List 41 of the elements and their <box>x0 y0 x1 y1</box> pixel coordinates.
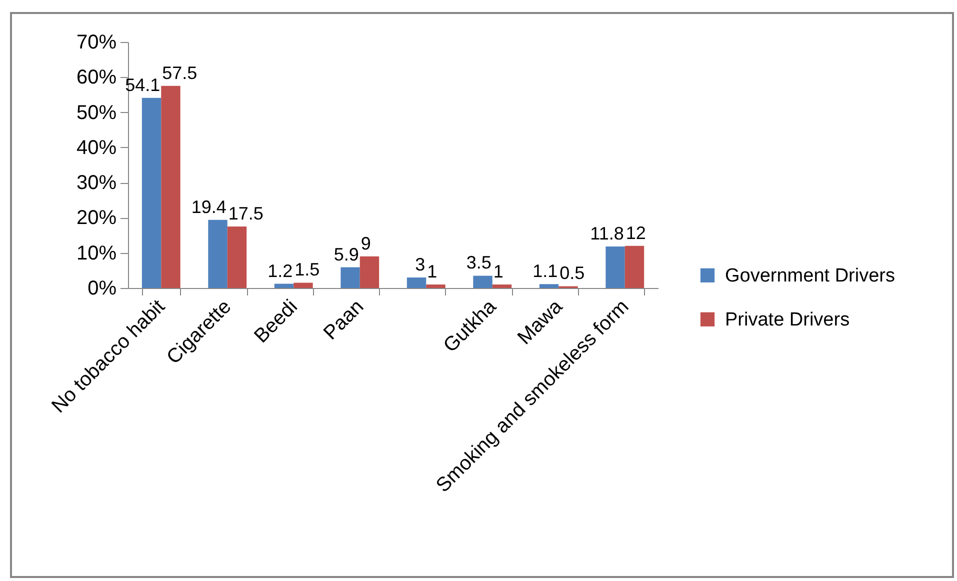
data-label: 11.8 <box>590 224 624 244</box>
y-tick-label: 50% <box>76 102 117 124</box>
bar <box>624 246 644 288</box>
data-label: 19.4 <box>191 196 226 217</box>
bar <box>360 256 380 288</box>
data-label: 12 <box>626 222 646 243</box>
bar <box>492 284 512 288</box>
bar <box>606 246 625 288</box>
legend-label: Private Drivers <box>725 309 850 330</box>
bar <box>340 267 360 288</box>
data-label: 3 <box>415 254 426 274</box>
bar <box>406 277 426 288</box>
data-label: 1 <box>493 261 504 282</box>
data-label: 1.5 <box>294 260 320 280</box>
bar <box>294 282 313 288</box>
data-label: 0.5 <box>560 263 585 284</box>
y-tick-label: 40% <box>76 136 117 159</box>
y-tick-label: 70% <box>76 32 117 54</box>
y-tick-label: 60% <box>76 66 117 89</box>
data-label: 9 <box>360 233 371 254</box>
data-label: 1 <box>427 261 438 282</box>
bar <box>161 86 180 288</box>
data-label: 5.9 <box>334 244 359 264</box>
bar <box>426 284 446 288</box>
data-label: 1.1 <box>532 261 558 282</box>
y-tick-label: 0% <box>88 278 117 300</box>
data-label: 3.5 <box>466 252 492 273</box>
data-label: 57.5 <box>162 62 198 83</box>
bar <box>142 98 162 288</box>
legend-label: Government Drivers <box>725 265 895 286</box>
data-label: 17.5 <box>228 204 264 224</box>
bar <box>274 284 294 288</box>
y-tick-label: 30% <box>76 172 117 194</box>
bar <box>227 226 247 288</box>
bar <box>208 220 228 288</box>
data-label: 1.2 <box>268 260 293 281</box>
data-label: 54.1 <box>125 74 160 95</box>
y-tick-label: 20% <box>76 207 117 230</box>
bar <box>473 276 492 288</box>
bar <box>539 284 559 288</box>
y-tick-label: 10% <box>76 242 117 264</box>
